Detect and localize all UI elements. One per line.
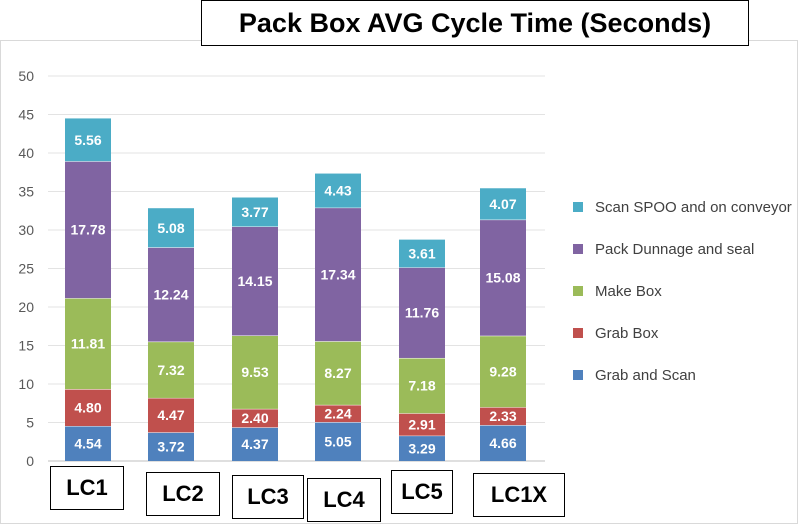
data-label: 7.18 [408, 378, 435, 394]
category-label-lc2: LC2 [146, 472, 220, 516]
bar-segment [65, 118, 111, 162]
legend-swatch [573, 370, 583, 380]
bar-segment [65, 161, 111, 299]
bar-segment [65, 426, 111, 461]
data-label: 8.27 [324, 365, 351, 381]
bar-segment [480, 425, 526, 461]
data-label: 4.54 [74, 436, 101, 452]
data-label: 4.37 [241, 436, 268, 452]
bar-segment [232, 226, 278, 336]
bar-segment [148, 341, 194, 398]
legend-item: Grab and Scan [573, 354, 792, 396]
legend-item: Make Box [573, 270, 792, 312]
bar-segment [399, 239, 445, 268]
bar-segment [480, 219, 526, 336]
data-label: 4.07 [489, 196, 516, 212]
bar-segment [148, 397, 194, 433]
data-label: 5.05 [324, 434, 351, 450]
data-label: 11.76 [405, 305, 439, 321]
category-label-lc1: LC1 [50, 466, 124, 510]
data-label: 7.32 [157, 362, 184, 378]
bar-segment [315, 341, 361, 405]
data-label: 3.72 [157, 439, 184, 455]
data-label: 3.29 [408, 440, 435, 456]
legend-swatch [573, 202, 583, 212]
data-label: 2.40 [241, 410, 268, 426]
legend-label: Pack Dunnage and seal [595, 240, 755, 258]
bar-segment [315, 422, 361, 461]
bar-segment [480, 188, 526, 220]
bar-segment [399, 357, 445, 414]
data-label: 4.80 [74, 400, 101, 416]
data-label: 17.78 [70, 222, 105, 238]
bar-segment [315, 207, 361, 342]
y-tick-label: 0 [26, 453, 34, 469]
y-tick-label: 40 [18, 145, 34, 161]
legend-swatch [573, 244, 583, 254]
chart-title: Pack Box AVG Cycle Time (Seconds) [201, 0, 749, 46]
data-label: 11.81 [71, 336, 105, 352]
y-tick-label: 15 [18, 338, 34, 354]
bar-segment [65, 298, 111, 390]
data-label: 12.24 [153, 286, 188, 302]
data-label: 4.43 [324, 183, 351, 199]
legend-label: Scan SPOO and on conveyor [595, 198, 792, 216]
category-label-lc4: LC4 [307, 478, 381, 522]
category-label-lc5: LC5 [391, 470, 453, 514]
legend: Scan SPOO and on conveyor Pack Dunnage an… [573, 186, 792, 396]
data-label: 15.08 [485, 270, 520, 286]
data-label: 14.15 [237, 273, 272, 289]
category-label-lc1x: LC1X [473, 473, 565, 517]
gridlines: 0 5 10 15 20 25 30 35 40 45 50 [18, 68, 545, 469]
y-tick-label: 20 [18, 299, 34, 315]
bar-segment [315, 173, 361, 208]
bar-segment [148, 247, 194, 342]
bar-segment [480, 407, 526, 426]
bar-segment [148, 208, 194, 248]
bar-segment [399, 267, 445, 358]
legend-label: Grab Box [595, 324, 659, 342]
legend-item: Scan SPOO and on conveyor [573, 186, 792, 228]
data-label: 5.56 [74, 132, 101, 148]
data-label: 2.33 [489, 408, 516, 424]
y-tick-label: 35 [18, 184, 34, 200]
legend-label: Make Box [595, 282, 662, 300]
legend-swatch [573, 328, 583, 338]
category-label-lc3: LC3 [232, 475, 304, 519]
bar-segment [65, 389, 111, 427]
data-label: 4.47 [157, 407, 184, 423]
legend-swatch [573, 286, 583, 296]
y-tick-label: 50 [18, 68, 34, 84]
data-label: 9.28 [489, 363, 516, 379]
y-tick-label: 10 [18, 376, 34, 392]
data-label: 2.24 [324, 405, 351, 421]
bar-segment [148, 432, 194, 461]
y-tick-label: 5 [26, 415, 34, 431]
data-label: 17.34 [320, 266, 355, 282]
legend-label: Grab and Scan [595, 366, 696, 384]
bar-segment [232, 427, 278, 461]
bar-segment [232, 335, 278, 409]
data-label: 9.53 [241, 364, 268, 380]
data-label: 2.91 [408, 416, 435, 432]
bar-segment [232, 197, 278, 227]
bar-segment [232, 408, 278, 428]
y-tick-label: 25 [18, 261, 34, 277]
bar-segment [480, 335, 526, 408]
data-label: 3.77 [241, 204, 268, 220]
bar-segment [399, 413, 445, 436]
data-label: 3.61 [408, 246, 435, 262]
legend-item: Grab Box [573, 312, 792, 354]
data-label: 5.08 [157, 220, 184, 236]
bar-segment [315, 404, 361, 423]
y-tick-label: 30 [18, 222, 34, 238]
data-label: 4.66 [489, 435, 516, 451]
data-labels: 4.54 4.80 11.81 17.78 5.56 3.72 4.47 7.32 12.24 5… [70, 132, 520, 457]
bar-segment [399, 435, 445, 461]
y-tick-label: 45 [18, 107, 34, 123]
legend-item: Pack Dunnage and seal [573, 228, 792, 270]
bars [65, 118, 526, 461]
